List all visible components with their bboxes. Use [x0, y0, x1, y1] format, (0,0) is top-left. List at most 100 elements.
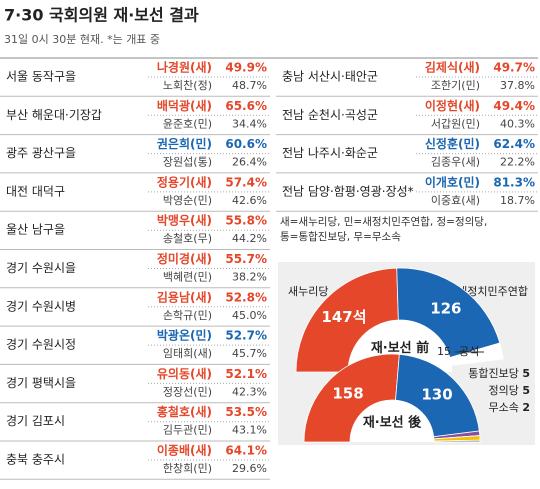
winner-pct: 55.8%	[225, 214, 267, 228]
runner-pct: 43.1%	[232, 424, 267, 437]
winner-name: 유의동(새)	[157, 366, 212, 381]
party-note: 통=통합진보당, 무=무소속	[280, 231, 401, 243]
seat-label: 147석	[321, 308, 366, 326]
minor-party-name: 정의당	[488, 384, 518, 397]
winner-name: 이종배(새)	[157, 443, 212, 458]
seat-label: 158	[332, 385, 363, 403]
runner-pct: 26.4%	[232, 156, 267, 169]
runner-name: 한창희(민)	[163, 462, 212, 475]
runner-name: 손학규(민)	[163, 309, 212, 322]
winner-name: 이정현(새)	[425, 98, 480, 113]
district-name: 대전 대덕구	[6, 184, 65, 198]
runner-pct: 42.6%	[232, 194, 267, 207]
vacancy-name: 공석	[459, 345, 479, 358]
district-name: 경기 평택시을	[6, 376, 76, 390]
winner-pct: 57.4%	[225, 175, 267, 189]
minor-party-value: 2	[522, 401, 530, 414]
winner-name: 정미경(새)	[157, 251, 212, 266]
district-name: 경기 수원시병	[6, 299, 76, 313]
seat-arc	[433, 439, 481, 443]
subtitle: 31일 0시 30분 현재. *는 개표 중	[4, 32, 160, 46]
district-name: 전남 담양·함평·영광·장성*	[282, 184, 414, 198]
runner-name: 김종우(새)	[431, 156, 480, 169]
district-name: 충북 충주시	[6, 453, 65, 467]
runner-name: 노회찬(정)	[163, 78, 212, 92]
ring-inner	[350, 400, 434, 442]
winner-pct: 52.8%	[225, 290, 267, 304]
winner-name: 이개호(민)	[425, 174, 480, 189]
seat-label: 130	[421, 386, 452, 404]
legend-left: 새누리당	[288, 285, 328, 298]
winner-pct: 65.6%	[225, 99, 267, 113]
runner-pct: 44.2%	[232, 232, 267, 245]
district-name: 광주 광산구을	[6, 146, 76, 160]
seat-arc	[295, 267, 399, 373]
minor-party-value: 5	[522, 367, 530, 380]
ring-label: 재·보선 前	[371, 340, 429, 356]
winner-pct: 49.7%	[493, 61, 535, 75]
runner-pct: 18.7%	[500, 194, 535, 207]
runner-name: 김두관(민)	[163, 424, 212, 437]
winner-name: 박맹우(새)	[157, 213, 212, 228]
runner-name: 윤준호(민)	[163, 117, 212, 130]
runner-pct: 48.7%	[232, 79, 267, 92]
minor-party: 정의당 5	[488, 384, 530, 397]
district-name: 울산 남구을	[6, 223, 65, 237]
district-name: 경기 수원시정	[6, 338, 76, 352]
runner-pct: 22.2%	[500, 156, 535, 169]
district-name: 전남 나주시·화순군	[282, 146, 378, 160]
runner-name: 정장선(민)	[163, 385, 212, 398]
winner-name: 홍철호(새)	[157, 404, 212, 419]
runner-pct: 34.4%	[232, 117, 267, 130]
runner-pct: 29.6%	[232, 462, 267, 475]
runner-pct: 37.8%	[500, 79, 535, 92]
runner-name: 임태희(새)	[163, 347, 212, 360]
district-name: 경기 수원시을	[6, 261, 76, 275]
winner-name: 정용기(새)	[157, 174, 212, 189]
runner-pct: 45.7%	[232, 347, 267, 360]
winner-pct: 49.4%	[493, 99, 535, 113]
runner-name: 백혜련(민)	[163, 271, 212, 284]
winner-name: 배덕광(새)	[157, 98, 212, 113]
district-name: 부산 해운대·기장갑	[6, 108, 102, 122]
runner-pct: 45.0%	[232, 309, 267, 322]
seat-arc	[303, 353, 400, 443]
seat-label: 126	[430, 299, 461, 317]
runner-pct: 42.3%	[232, 385, 267, 398]
runner-name: 조한기(민)	[431, 79, 480, 92]
winner-pct: 60.6%	[225, 137, 267, 151]
runner-name: 박영순(민)	[163, 194, 212, 207]
winner-pct: 81.3%	[493, 175, 535, 189]
runner-name: 송철호(무)	[163, 232, 212, 245]
runner-pct: 40.3%	[500, 117, 535, 130]
minor-party-name: 통합진보당	[468, 367, 519, 380]
district-name: 충남 서산시·태안군	[282, 70, 378, 84]
minor-party-name: 무소속	[488, 401, 518, 414]
winner-pct: 52.7%	[225, 329, 267, 343]
party-note: 새=새누리당, 민=새정치민주연합, 정=정의당,	[280, 216, 487, 228]
winner-pct: 49.9%	[225, 61, 267, 75]
district-name: 서울 동작구을	[6, 70, 76, 84]
winner-name: 김제식(새)	[425, 60, 480, 75]
winner-name: 박광온(민)	[157, 328, 212, 343]
district-name: 경기 김포시	[6, 414, 65, 428]
minor-party: 통합진보당 5	[468, 367, 530, 380]
runner-name: 장원섭(통)	[163, 156, 212, 169]
title: 7·30 국회의원 재·보선 결과	[4, 6, 199, 25]
seat-arc	[395, 353, 480, 438]
winner-pct: 53.5%	[225, 405, 267, 419]
winner-pct: 62.4%	[493, 137, 535, 151]
winner-pct: 52.1%	[225, 367, 267, 381]
runner-name: 서갑원(민)	[431, 117, 480, 130]
winner-name: 권은희(민)	[157, 136, 212, 151]
runner-name: 이중효(새)	[431, 194, 480, 207]
vacancy-value: 15	[437, 345, 451, 358]
winner-name: 신정훈(민)	[425, 136, 480, 151]
legend-right: 새정치민주연합	[457, 285, 528, 298]
winner-pct: 64.1%	[225, 444, 267, 458]
winner-name: 나경원(새)	[157, 60, 212, 75]
runner-pct: 38.2%	[232, 271, 267, 284]
minor-party: 무소속 2	[488, 401, 530, 414]
seat-arc	[396, 267, 501, 358]
winner-pct: 55.7%	[225, 252, 267, 266]
